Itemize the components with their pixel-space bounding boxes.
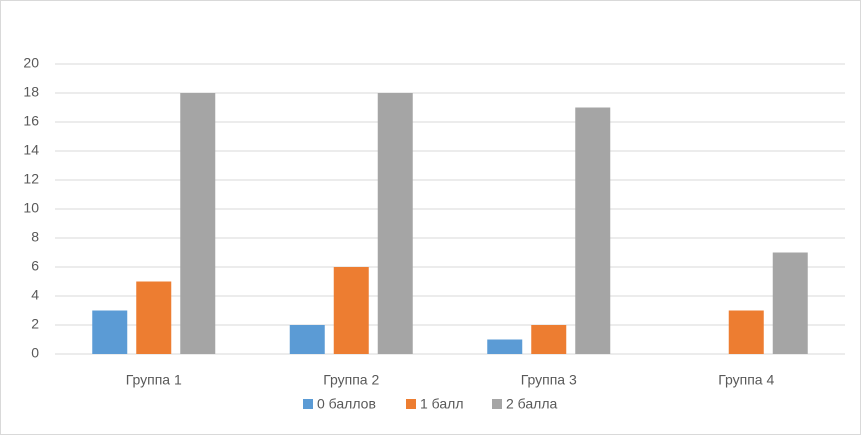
legend-swatch xyxy=(492,399,502,409)
legend-label: 0 баллов xyxy=(317,396,376,412)
y-tick-label: 2 xyxy=(31,316,39,332)
y-tick-label: 4 xyxy=(31,287,39,303)
bar xyxy=(772,252,808,354)
bar xyxy=(136,281,172,354)
bar xyxy=(575,107,611,354)
y-tick-label: 0 xyxy=(31,345,39,361)
y-tick-label: 12 xyxy=(23,171,39,187)
y-tick-label: 6 xyxy=(31,258,39,274)
bar xyxy=(92,310,128,354)
y-tick-label: 8 xyxy=(31,229,39,245)
bar xyxy=(180,93,216,354)
legend-swatch xyxy=(303,399,313,409)
y-tick-label: 20 xyxy=(23,55,39,71)
bar xyxy=(531,325,567,354)
x-tick-label: Группа 2 xyxy=(323,372,379,388)
x-tick-label: Группа 4 xyxy=(718,372,774,388)
bar xyxy=(289,325,325,354)
bar xyxy=(728,310,764,354)
legend-label: 1 балл xyxy=(420,396,464,412)
bar xyxy=(333,267,369,354)
legend-swatch xyxy=(406,399,416,409)
x-tick-label: Группа 1 xyxy=(126,372,182,388)
y-tick-label: 10 xyxy=(23,200,39,216)
x-tick-label: Группа 3 xyxy=(521,372,577,388)
bar xyxy=(377,93,413,354)
y-tick-label: 16 xyxy=(23,113,39,129)
y-tick-label: 14 xyxy=(23,142,39,158)
y-tick-label: 18 xyxy=(23,84,39,100)
bar xyxy=(487,339,523,354)
legend-label: 2 балла xyxy=(506,396,557,412)
